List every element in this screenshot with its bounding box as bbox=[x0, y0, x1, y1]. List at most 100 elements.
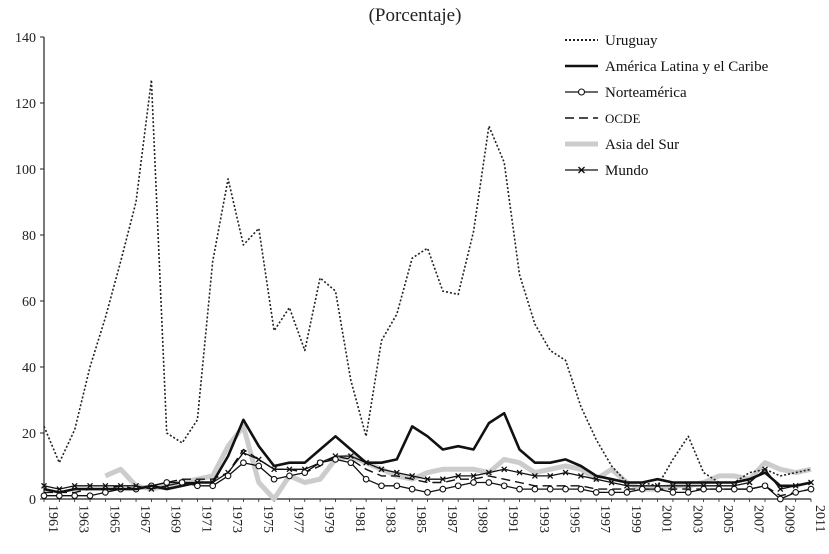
x-tick-label: 2011 bbox=[812, 505, 827, 532]
data-point bbox=[224, 472, 232, 480]
data-point bbox=[378, 482, 385, 490]
x-tick-label: 1975 bbox=[260, 505, 275, 533]
series-line bbox=[43, 411, 812, 494]
data-point bbox=[240, 459, 247, 467]
data-point bbox=[316, 459, 324, 467]
data-point bbox=[669, 489, 677, 496]
data-point bbox=[577, 485, 585, 493]
data-point bbox=[684, 489, 692, 496]
x-tick-label: 1981 bbox=[352, 505, 367, 533]
data-point bbox=[332, 456, 339, 463]
legend-marker bbox=[577, 88, 586, 96]
data-point bbox=[654, 485, 661, 493]
legend-entry: Mundo bbox=[565, 163, 648, 179]
x-tick-label: 1961 bbox=[45, 505, 60, 533]
data-point bbox=[547, 472, 554, 479]
x-tick-label: 1989 bbox=[475, 505, 490, 533]
legend-entry: Norteamérica bbox=[565, 85, 687, 101]
legend-label: Norteamérica bbox=[605, 85, 687, 101]
series-ocde bbox=[44, 448, 812, 497]
series-line bbox=[104, 423, 812, 502]
y-tick-label: 120 bbox=[15, 97, 36, 112]
data-point bbox=[562, 485, 569, 493]
data-point bbox=[485, 469, 492, 476]
x-tick-label: 1985 bbox=[413, 505, 428, 533]
data-point bbox=[439, 485, 447, 493]
x-tick-label: 1987 bbox=[444, 505, 459, 533]
x-tick-label: 1973 bbox=[229, 505, 244, 533]
data-point bbox=[516, 485, 523, 493]
data-point bbox=[378, 466, 385, 473]
x-tick-label: 2007 bbox=[751, 505, 766, 533]
data-point bbox=[71, 482, 78, 489]
data-point bbox=[777, 486, 784, 493]
data-point bbox=[730, 485, 738, 493]
data-point bbox=[485, 479, 493, 486]
x-tick-label: 1995 bbox=[567, 505, 582, 533]
data-point bbox=[40, 492, 48, 500]
data-point bbox=[454, 482, 462, 490]
x-tick-label: 1993 bbox=[536, 505, 551, 533]
x-tick-label: 1971 bbox=[198, 505, 213, 533]
data-point bbox=[271, 466, 278, 473]
data-point bbox=[393, 469, 400, 476]
data-point bbox=[424, 476, 431, 483]
x-tick-label: 1991 bbox=[505, 505, 520, 533]
x-tick-label: 1965 bbox=[106, 505, 121, 533]
x-tick-label: 1983 bbox=[382, 505, 397, 533]
x-tick-label: 1963 bbox=[76, 505, 91, 533]
series-layer bbox=[40, 79, 815, 503]
data-point bbox=[546, 485, 554, 493]
data-point bbox=[163, 479, 171, 486]
series-norteam-rica bbox=[40, 456, 815, 503]
data-point bbox=[531, 472, 538, 479]
data-point bbox=[592, 489, 600, 496]
legend-label: OCDE bbox=[605, 111, 640, 126]
y-tick-label: 140 bbox=[15, 31, 36, 46]
series-line bbox=[43, 79, 812, 487]
data-point bbox=[86, 492, 94, 500]
data-point bbox=[762, 466, 768, 473]
data-point bbox=[393, 482, 401, 490]
data-point bbox=[500, 482, 508, 490]
data-point bbox=[362, 475, 370, 483]
data-point bbox=[761, 482, 769, 490]
data-point bbox=[102, 482, 109, 489]
legend-label: Mundo bbox=[605, 163, 648, 179]
y-tick-label: 80 bbox=[22, 229, 36, 244]
x-tick-label: 2009 bbox=[781, 505, 796, 533]
data-point bbox=[41, 482, 47, 489]
y-tick-label: 60 bbox=[22, 295, 36, 310]
x-tick-label: 2003 bbox=[689, 505, 704, 533]
data-point bbox=[301, 469, 309, 476]
legend-label: América Latina y el Caribe bbox=[605, 59, 769, 75]
data-point bbox=[347, 459, 355, 467]
data-point bbox=[409, 472, 416, 479]
data-point bbox=[209, 482, 217, 490]
x-tick-label: 2005 bbox=[720, 505, 735, 533]
legend-marker bbox=[578, 166, 585, 174]
y-tick-label: 0 bbox=[29, 493, 36, 508]
x-tick-label: 2001 bbox=[659, 505, 674, 533]
data-point bbox=[608, 489, 615, 496]
data-point bbox=[55, 492, 63, 500]
data-point bbox=[424, 489, 431, 496]
data-point bbox=[102, 489, 109, 496]
data-point bbox=[255, 456, 262, 463]
series-asia-del-sur bbox=[104, 423, 812, 502]
data-point bbox=[700, 485, 707, 493]
data-point bbox=[501, 466, 508, 473]
x-tick-label: 1979 bbox=[321, 505, 336, 533]
data-point bbox=[439, 476, 446, 483]
data-point bbox=[470, 472, 477, 479]
legend: Uruguay América Latina y el Caribe Norteam… bbox=[565, 33, 769, 179]
data-point bbox=[470, 479, 477, 486]
legend-entry: Asia del Sur bbox=[565, 137, 679, 153]
data-point bbox=[455, 472, 462, 479]
data-point bbox=[408, 485, 416, 493]
series-uruguay bbox=[43, 79, 812, 487]
data-point bbox=[746, 485, 753, 493]
legend-label: Uruguay bbox=[605, 33, 658, 49]
data-point bbox=[531, 485, 539, 493]
